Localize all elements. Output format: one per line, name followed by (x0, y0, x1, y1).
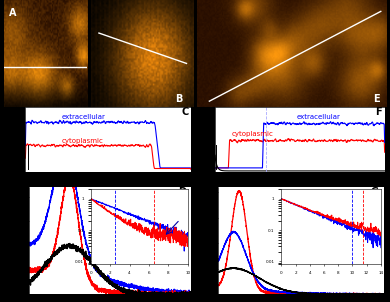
Text: extracellular: extracellular (296, 114, 340, 120)
Text: E: E (198, 112, 202, 118)
Text: k$_{ts}$: k$_{ts}$ (197, 186, 209, 199)
Text: 2 x 10⁻⁹ m: 2 x 10⁻⁹ m (5, 127, 10, 153)
X-axis label: z: z (178, 301, 182, 302)
X-axis label: 200 x 10⁻⁹ m: 200 x 10⁻⁹ m (279, 174, 320, 178)
Text: D: D (178, 187, 186, 197)
Text: A: A (9, 8, 16, 18)
Text: x 10⁻¹ N/m: x 10⁻¹ N/m (197, 222, 202, 249)
Text: cytoplasmic: cytoplasmic (62, 138, 104, 144)
Text: C: C (181, 107, 188, 117)
Text: F: F (375, 107, 381, 117)
Text: E: E (373, 94, 379, 104)
Text: x 10⁻¹ N/m: x 10⁻¹ N/m (4, 222, 9, 249)
Text: extracellular: extracellular (62, 114, 106, 120)
X-axis label: 100 x 10⁻⁹ m: 100 x 10⁻⁹ m (88, 174, 129, 178)
X-axis label: z: z (371, 301, 374, 302)
Text: E: E (5, 112, 9, 118)
Text: k$_{ts}$: k$_{ts}$ (4, 186, 16, 199)
Text: 2 x 10⁻⁹ m: 2 x 10⁻⁹ m (198, 127, 203, 153)
Text: G: G (371, 187, 379, 197)
Text: cytoplasmic: cytoplasmic (232, 131, 273, 137)
Text: B: B (175, 94, 182, 104)
